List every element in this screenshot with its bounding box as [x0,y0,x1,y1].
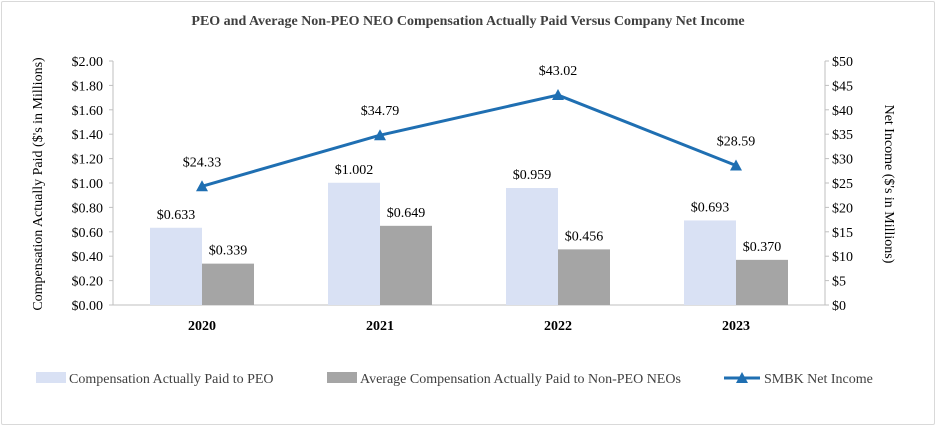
legend-net-income-swatch-marker [736,372,748,383]
right-tick-label: $25 [832,177,853,192]
legend-net-income-label: SMBK Net Income [764,372,873,387]
legend: Compensation Actually Paid to PEO Average… [36,372,873,387]
bar-non-peo-2022 [558,249,610,305]
left-axis: $0.00 $0.20 $0.40 $0.60 $0.80 $1.00 $1.20 $1.40… [72,55,825,314]
right-tick-label: $5 [832,275,846,290]
net-income-marker-2021 [374,129,386,141]
right-tick-label: $15 [832,226,853,241]
legend-non-peo-label: Average Compensation Actually Paid to No… [360,372,681,387]
net-income-line-layer [196,89,742,192]
bar-label-peo-2022: $0.959 [513,168,552,183]
data-labels: $0.633 $1.002 $0.959 $0.693 $0.339 $0.649 $0.4… [157,64,782,259]
legend-peo-label: Compensation Actually Paid to PEO [69,372,274,387]
left-tick-label: $2.00 [72,55,104,70]
bar-peo-2023 [684,220,736,305]
right-tick-label: $10 [832,250,853,265]
right-tick-label: $35 [832,128,853,143]
bar-label-non-peo-2021: $0.649 [387,206,426,221]
left-tick-label: $1.20 [72,153,104,168]
net-income-marker-2020 [196,180,208,192]
bar-non-peo-2021 [380,225,432,305]
net-income-label-2020: $24.33 [183,155,222,170]
legend-peo-swatch [36,372,66,383]
bar-non-peo-2020 [202,263,254,305]
right-tick-label: $45 [832,79,853,94]
category-label-2020: 2020 [188,319,216,334]
left-tick-label: $1.80 [72,79,104,94]
net-income-label-2023: $28.59 [717,134,756,149]
bars [150,182,788,305]
right-tick-label: $50 [832,55,853,70]
right-axis-title: Net Income ($'s in Millions) [881,105,896,264]
net-income-label-2022: $43.02 [539,64,578,79]
right-axis: $0 $5 $10 $15 $20 $25 $30 $35 $40 $45 $50 [824,55,853,314]
left-tick-label: $0.40 [72,250,104,265]
category-label-2021: 2021 [366,319,394,334]
category-label-2022: 2022 [544,319,572,334]
bar-label-non-peo-2022: $0.456 [565,229,604,244]
left-tick-label: $1.60 [72,104,104,119]
left-tick-label: $1.40 [72,128,104,143]
right-tick-label: $20 [832,201,853,216]
bar-label-peo-2023: $0.693 [691,200,730,215]
category-labels: 2020 2021 2022 2023 [188,319,750,334]
net-income-marker-2023 [730,159,742,171]
bar-peo-2021 [328,182,380,305]
bar-peo-2020 [150,227,202,305]
left-tick-label: $0.80 [72,201,104,216]
net-income-line [201,93,737,188]
right-tick-label: $0 [832,299,846,314]
bar-label-non-peo-2020: $0.339 [209,244,248,259]
net-income-marker-2022 [552,89,564,101]
bar-label-non-peo-2023: $0.370 [743,240,782,255]
left-axis-title: Compensation Actually Paid ($'s in Milli… [31,57,46,311]
legend-non-peo-swatch [327,372,357,383]
chart-title: PEO and Average Non-PEO NEO Compensation… [191,14,744,29]
bar-peo-2022 [506,188,558,305]
right-tick-label: $30 [832,153,853,168]
bar-non-peo-2023 [736,259,788,305]
right-tick-label: $40 [832,104,853,119]
left-tick-label: $0.00 [72,299,104,314]
left-tick-label: $1.00 [72,177,104,192]
category-label-2023: 2023 [722,319,750,334]
bar-label-peo-2020: $0.633 [157,208,196,223]
net-income-label-2021: $34.79 [361,104,400,119]
left-tick-label: $0.20 [72,275,104,290]
left-tick-label: $0.60 [72,226,104,241]
bar-label-peo-2021: $1.002 [335,163,374,178]
